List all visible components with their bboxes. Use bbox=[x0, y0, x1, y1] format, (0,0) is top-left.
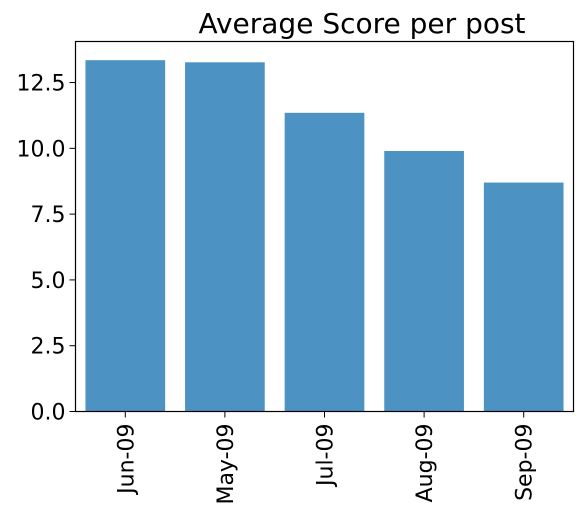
y-tick-label: 10.0 bbox=[17, 137, 66, 162]
x-tick-label: Aug-09 bbox=[413, 424, 438, 503]
x-tick-label: Sep-09 bbox=[513, 424, 538, 501]
y-tick-label: 5.0 bbox=[31, 269, 66, 294]
y-axis: 0.0 2.5 5.0 7.5 10.0 12.5 bbox=[17, 72, 76, 426]
y-tick-label: 12.5 bbox=[17, 72, 66, 97]
x-tick-label: Jun-09 bbox=[114, 424, 139, 496]
bar-jul-09 bbox=[285, 113, 365, 412]
x-tick-label: Jul-09 bbox=[314, 424, 339, 488]
bar-aug-09 bbox=[384, 151, 464, 412]
y-tick-label: 7.5 bbox=[31, 203, 66, 228]
y-tick-label: 2.5 bbox=[31, 335, 66, 360]
bar-may-09 bbox=[185, 62, 265, 411]
x-axis: Jun-09 May-09 Jul-09 Aug-09 Sep-09 bbox=[114, 412, 537, 505]
chart-title: Average Score per post bbox=[198, 7, 525, 40]
bar-sep-09 bbox=[484, 183, 564, 412]
y-tick-label: 0.0 bbox=[31, 401, 66, 426]
x-tick-label: May-09 bbox=[214, 424, 239, 505]
bars-layer bbox=[85, 60, 563, 411]
bar-jun-09 bbox=[85, 60, 165, 411]
